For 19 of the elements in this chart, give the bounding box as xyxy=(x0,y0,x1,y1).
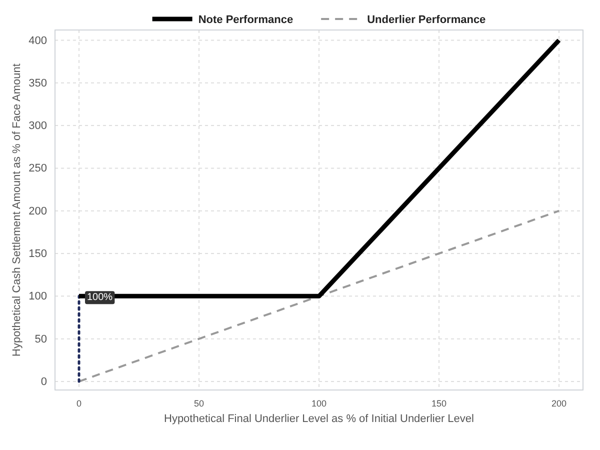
x-tick-label: 150 xyxy=(431,398,447,408)
legend-label: Underlier Performance xyxy=(367,14,486,26)
x-axis-title: Hypothetical Final Underlier Level as % of Initial Underlier Level xyxy=(164,413,474,425)
y-tick-label: 200 xyxy=(28,205,47,218)
y-axis-title: Hypothetical Cash Settlement Amount as % of Face Amount xyxy=(11,64,23,356)
x-tick-label: 50 xyxy=(194,398,204,408)
x-tick-label: 0 xyxy=(76,398,82,408)
annotation: 100% xyxy=(87,292,113,304)
y-tick-label: 300 xyxy=(28,120,47,132)
legend-label: Note Performance xyxy=(198,14,294,26)
x-tick-label: 100 xyxy=(311,398,327,408)
y-tick-label: 0 xyxy=(40,376,47,388)
y-tick-label: 50 xyxy=(34,333,47,346)
y-tick-label: 100 xyxy=(28,290,47,303)
y-tick-label: 150 xyxy=(28,248,47,260)
y-tick-label: 350 xyxy=(28,77,47,90)
y-tick-label: 400 xyxy=(28,34,47,47)
x-tick-label: 200 xyxy=(551,398,567,408)
y-tick-label: 250 xyxy=(28,162,47,175)
